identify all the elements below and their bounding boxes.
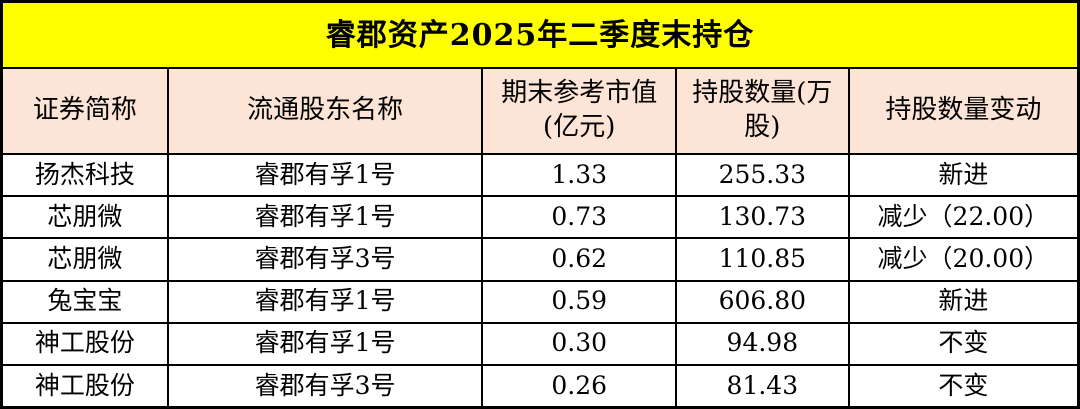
cell-market-value: 1.33 [483, 155, 675, 196]
cell-share-change: 新进 [849, 281, 1077, 322]
cell-share-change: 不变 [849, 323, 1077, 364]
cell-market-value: 0.26 [483, 365, 675, 406]
cell-holder-name: 睿郡有孚3号 [168, 365, 482, 406]
cell-share-count: 130.73 [676, 197, 848, 238]
col-header-share-change: 持股数量变动 [849, 69, 1077, 153]
cell-market-value: 0.62 [483, 239, 675, 280]
cell-holder-name: 睿郡有孚1号 [168, 155, 482, 196]
cell-share-count: 94.98 [676, 323, 848, 364]
cell-security-name: 芯朋微 [3, 197, 167, 238]
cell-market-value: 0.30 [483, 323, 675, 364]
col-header-share-count: 持股数量(万股) [676, 69, 848, 153]
cell-share-change: 不变 [849, 365, 1077, 406]
cell-market-value: 0.73 [483, 197, 675, 238]
cell-security-name: 神工股份 [3, 365, 167, 406]
table-title: 睿郡资产2025年二季度末持仓 [3, 3, 1077, 67]
cell-holder-name: 睿郡有孚1号 [168, 323, 482, 364]
cell-share-change: 新进 [849, 155, 1077, 196]
cell-share-count: 81.43 [676, 365, 848, 406]
cell-share-count: 255.33 [676, 155, 848, 196]
cell-security-name: 芯朋微 [3, 239, 167, 280]
cell-holder-name: 睿郡有孚1号 [168, 197, 482, 238]
cell-share-count: 110.85 [676, 239, 848, 280]
cell-share-count: 606.80 [676, 281, 848, 322]
cell-market-value: 0.59 [483, 281, 675, 322]
cell-holder-name: 睿郡有孚3号 [168, 239, 482, 280]
cell-security-name: 兔宝宝 [3, 281, 167, 322]
cell-share-change: 减少（20.00） [849, 239, 1077, 280]
cell-security-name: 神工股份 [3, 323, 167, 364]
cell-security-name: 扬杰科技 [3, 155, 167, 196]
col-header-security-name: 证券简称 [3, 69, 167, 153]
cell-holder-name: 睿郡有孚1号 [168, 281, 482, 322]
col-header-market-value: 期末参考市值(亿元) [483, 69, 675, 153]
col-header-holder-name: 流通股东名称 [168, 69, 482, 153]
cell-share-change: 减少（22.00） [849, 197, 1077, 238]
